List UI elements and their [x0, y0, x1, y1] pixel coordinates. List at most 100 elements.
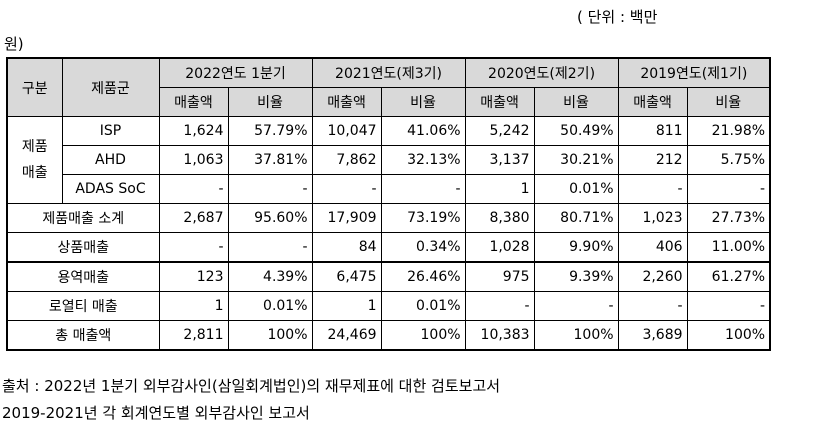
sales-cell: -: [618, 292, 687, 321]
header-period-2019: 2019연도(제1기): [618, 58, 770, 88]
sales-cell: 1,023: [618, 204, 687, 233]
ratio-cell: -: [228, 233, 312, 263]
ratio-cell: 100%: [687, 321, 770, 351]
category-product-sales: 제품 매출: [7, 117, 62, 204]
sales-cell: -: [312, 175, 381, 204]
sales-cell: 24,469: [312, 321, 381, 351]
header-ratio: 비율: [687, 88, 770, 117]
sales-cell: 6,475: [312, 262, 381, 292]
sales-cell: 10,047: [312, 117, 381, 146]
header-ratio: 비율: [381, 88, 465, 117]
ratio-cell: 4.39%: [228, 262, 312, 292]
sales-cell: 84: [312, 233, 381, 263]
sales-cell: 2,811: [159, 321, 228, 351]
row-label: 용역매출: [7, 262, 159, 292]
sales-cell: 8,380: [465, 204, 534, 233]
ratio-cell: -: [687, 292, 770, 321]
ratio-cell: 73.19%: [381, 204, 465, 233]
header-period-2021: 2021연도(제3기): [312, 58, 465, 88]
header-sales: 매출액: [312, 88, 381, 117]
header-sales: 매출액: [159, 88, 228, 117]
ratio-cell: -: [534, 292, 618, 321]
header-sales: 매출액: [465, 88, 534, 117]
header-sales: 매출액: [618, 88, 687, 117]
row-label: 총 매출액: [7, 321, 159, 351]
sales-cell: 811: [618, 117, 687, 146]
ratio-cell: -: [228, 175, 312, 204]
header-ratio: 비율: [534, 88, 618, 117]
sales-cell: 17,909: [312, 204, 381, 233]
table-row: ADAS SoC - - - -1 0.01% - -: [7, 175, 770, 204]
ratio-cell: 100%: [534, 321, 618, 351]
header-ratio: 비율: [228, 88, 312, 117]
sales-cell: 212: [618, 146, 687, 175]
header-period-2022q1: 2022연도 1분기: [159, 58, 312, 88]
table-row: 용역매출 123 4.39% 6,475 26.46% 975 9.39% 2,260 61.2…: [7, 262, 770, 292]
sales-cell: 3,689: [618, 321, 687, 351]
product-name: ISP: [62, 117, 159, 146]
ratio-cell: 5.75%: [687, 146, 770, 175]
unit-note-line2: 원): [4, 33, 24, 54]
sales-cell: 2,687: [159, 204, 228, 233]
sales-cell: 7,862: [312, 146, 381, 175]
sales-cell: 1: [465, 175, 534, 204]
ratio-cell: 57.79%: [228, 117, 312, 146]
header-product-group: 제품군: [62, 58, 159, 117]
ratio-cell: 0.01%: [534, 175, 618, 204]
sales-cell: 406: [618, 233, 687, 263]
sales-cell: 1: [312, 292, 381, 321]
ratio-cell: 37.81%: [228, 146, 312, 175]
ratio-cell: 50.49%: [534, 117, 618, 146]
revenue-table: 구분 제품군 2022연도 1분기 2021연도(제3기) 2020연도(제2기…: [6, 57, 771, 351]
row-label: 상품매출: [7, 233, 159, 263]
ratio-cell: 26.46%: [381, 262, 465, 292]
product-name: AHD: [62, 146, 159, 175]
ratio-cell: 21.98%: [687, 117, 770, 146]
sales-cell: 10,383: [465, 321, 534, 351]
ratio-cell: 30.21%: [534, 146, 618, 175]
ratio-cell: 0.01%: [381, 292, 465, 321]
table-row: 로열티 매출 1 0.01% 1 0.01% - - - -: [7, 292, 770, 321]
sales-cell: -: [159, 233, 228, 263]
sales-cell: 975: [465, 262, 534, 292]
ratio-cell: 0.01%: [228, 292, 312, 321]
ratio-cell: 100%: [381, 321, 465, 351]
ratio-cell: 9.39%: [534, 262, 618, 292]
ratio-cell: 32.13%: [381, 146, 465, 175]
table-row: 총 매출액 2,811 100% 24,469 100% 10,383 100% 3,689 1…: [7, 321, 770, 351]
ratio-cell: 11.00%: [687, 233, 770, 263]
sales-cell: 1: [159, 292, 228, 321]
ratio-cell: -: [687, 175, 770, 204]
product-name: ADAS SoC: [62, 175, 159, 204]
ratio-cell: 41.06%: [381, 117, 465, 146]
table-row: 제품 매출 ISP 1,624 57.79% 10,047 41.06% 5,242 50.4…: [7, 117, 770, 146]
sales-cell: -: [465, 292, 534, 321]
sales-cell: 1,063: [159, 146, 228, 175]
sales-cell: 1,028: [465, 233, 534, 263]
ratio-cell: 27.73%: [687, 204, 770, 233]
sales-cell: 1,624: [159, 117, 228, 146]
ratio-cell: 0.34%: [381, 233, 465, 263]
header-period-2020: 2020연도(제2기): [465, 58, 618, 88]
row-label: 제품매출 소계: [7, 204, 159, 233]
sales-cell: -: [618, 175, 687, 204]
table-row: 제품매출 소계 2,687 95.60% 17,909 73.19% 8,380 80.71…: [7, 204, 770, 233]
table-row: 상품매출 - -84 0.34% 1,028 9.90% 406 11.00%: [7, 233, 770, 263]
source-note-line1: 출처 : 2022년 1분기 외부감사인(삼일회계법인)의 재무제표에 대한 검…: [2, 375, 500, 396]
unit-note-line1: ( 단위 : 백만: [577, 6, 657, 27]
table-row: AHD 1,063 37.81% 7,862 32.13% 3,137 30.21% 212 5…: [7, 146, 770, 175]
ratio-cell: -: [381, 175, 465, 204]
row-label: 로열티 매출: [7, 292, 159, 321]
ratio-cell: 95.60%: [228, 204, 312, 233]
ratio-cell: 9.90%: [534, 233, 618, 263]
source-note-line2: 2019-2021년 각 회계연도별 외부감사인 보고서: [2, 402, 310, 423]
ratio-cell: 80.71%: [534, 204, 618, 233]
sales-cell: -: [159, 175, 228, 204]
sales-cell: 123: [159, 262, 228, 292]
ratio-cell: 100%: [228, 321, 312, 351]
sales-cell: 5,242: [465, 117, 534, 146]
ratio-cell: 61.27%: [687, 262, 770, 292]
sales-cell: 2,260: [618, 262, 687, 292]
header-category: 구분: [7, 58, 62, 117]
sales-cell: 3,137: [465, 146, 534, 175]
